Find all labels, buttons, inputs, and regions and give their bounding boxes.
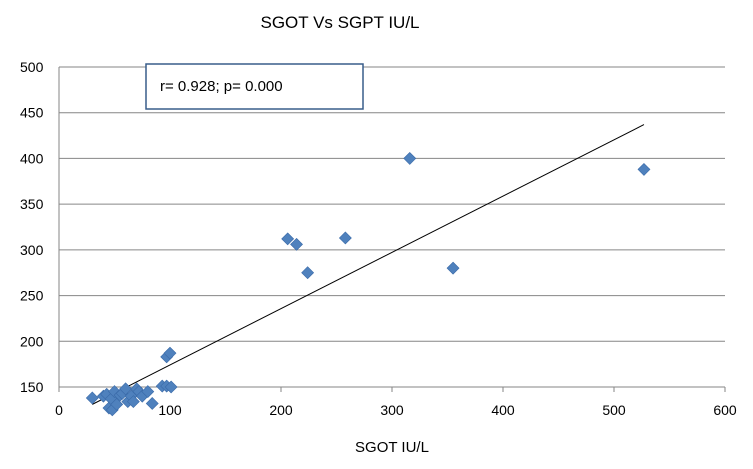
- y-tick-label-300: 300: [20, 242, 44, 258]
- x-tick-label-200: 200: [269, 402, 293, 418]
- data-points: [85, 152, 651, 417]
- x-tick-label-600: 600: [713, 402, 737, 418]
- y-tick-label-350: 350: [20, 196, 44, 212]
- chart-title: SGOT Vs SGPT IU/L: [260, 13, 419, 32]
- y-tick-label-150: 150: [20, 379, 44, 395]
- y-tick-label-400: 400: [20, 150, 44, 166]
- data-point-24: [281, 232, 295, 246]
- stat-annotation-text: r= 0.928; p= 0.000: [160, 78, 283, 95]
- data-point-23: [164, 380, 178, 394]
- y-tick-labels: 150 200 250 300 350 400 450 500: [20, 59, 44, 395]
- data-point-25: [290, 237, 303, 251]
- y-tick-label-200: 200: [20, 333, 44, 349]
- y-tick-label-450: 450: [20, 105, 44, 121]
- x-tick-label-0: 0: [55, 402, 63, 418]
- data-point-28: [403, 152, 417, 165]
- data-point-26: [301, 266, 315, 280]
- trendline-group: [92, 124, 645, 405]
- data-point-30: [637, 162, 651, 176]
- y-tick-label-500: 500: [20, 59, 44, 75]
- data-point-13: [126, 395, 140, 409]
- data-point-22: [163, 346, 177, 360]
- data-point-17: [141, 385, 155, 398]
- data-point-10: [119, 382, 133, 396]
- stat-annotation-frame: [145, 63, 364, 110]
- data-point-27: [338, 231, 352, 245]
- data-point-0: [85, 391, 99, 405]
- y-tick-label-250: 250: [20, 288, 44, 304]
- x-tick-label-100: 100: [158, 402, 182, 418]
- stat-annotation-box: r= 0.928; p= 0.000: [145, 63, 364, 110]
- data-point-29: [446, 261, 460, 275]
- x-tick-labels: 0 100 200 300 400 500 600: [55, 402, 737, 418]
- data-point-7: [110, 397, 124, 411]
- x-tick-label-300: 300: [380, 402, 404, 418]
- x-axis-label: SGOT IU/L: [355, 439, 429, 456]
- data-point-18: [145, 397, 159, 410]
- trendline: [92, 124, 645, 405]
- axes: [58, 67, 726, 392]
- x-tick-label-400: 400: [491, 402, 515, 418]
- x-tick-label-500: 500: [602, 402, 626, 418]
